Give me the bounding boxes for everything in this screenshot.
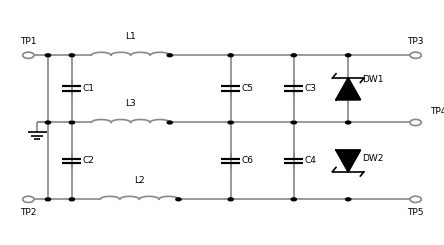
Circle shape xyxy=(45,54,51,57)
Circle shape xyxy=(167,54,172,57)
Text: TP2: TP2 xyxy=(20,208,36,218)
Circle shape xyxy=(345,198,351,201)
Polygon shape xyxy=(336,150,361,172)
Circle shape xyxy=(291,121,297,124)
Circle shape xyxy=(345,121,351,124)
Polygon shape xyxy=(336,78,361,100)
Text: C2: C2 xyxy=(83,156,95,165)
Text: TP1: TP1 xyxy=(20,37,36,46)
Text: TP4: TP4 xyxy=(430,108,444,116)
Circle shape xyxy=(167,121,172,124)
Text: L3: L3 xyxy=(125,99,136,108)
Circle shape xyxy=(69,54,75,57)
Text: TP3: TP3 xyxy=(408,37,424,46)
Text: L2: L2 xyxy=(134,176,145,185)
Circle shape xyxy=(291,54,297,57)
Circle shape xyxy=(228,198,233,201)
Text: L1: L1 xyxy=(125,32,136,41)
Circle shape xyxy=(345,54,351,57)
Circle shape xyxy=(228,121,233,124)
Circle shape xyxy=(291,198,297,201)
Circle shape xyxy=(45,121,51,124)
Text: C3: C3 xyxy=(305,84,317,93)
Circle shape xyxy=(69,198,75,201)
Circle shape xyxy=(69,121,75,124)
Circle shape xyxy=(176,198,181,201)
Text: DW2: DW2 xyxy=(362,154,384,163)
Circle shape xyxy=(45,198,51,201)
Text: C4: C4 xyxy=(305,156,317,165)
Text: C5: C5 xyxy=(242,84,254,93)
Circle shape xyxy=(228,54,233,57)
Text: C1: C1 xyxy=(83,84,95,93)
Text: DW1: DW1 xyxy=(362,75,384,84)
Text: C6: C6 xyxy=(242,156,254,165)
Text: TP5: TP5 xyxy=(408,208,424,218)
